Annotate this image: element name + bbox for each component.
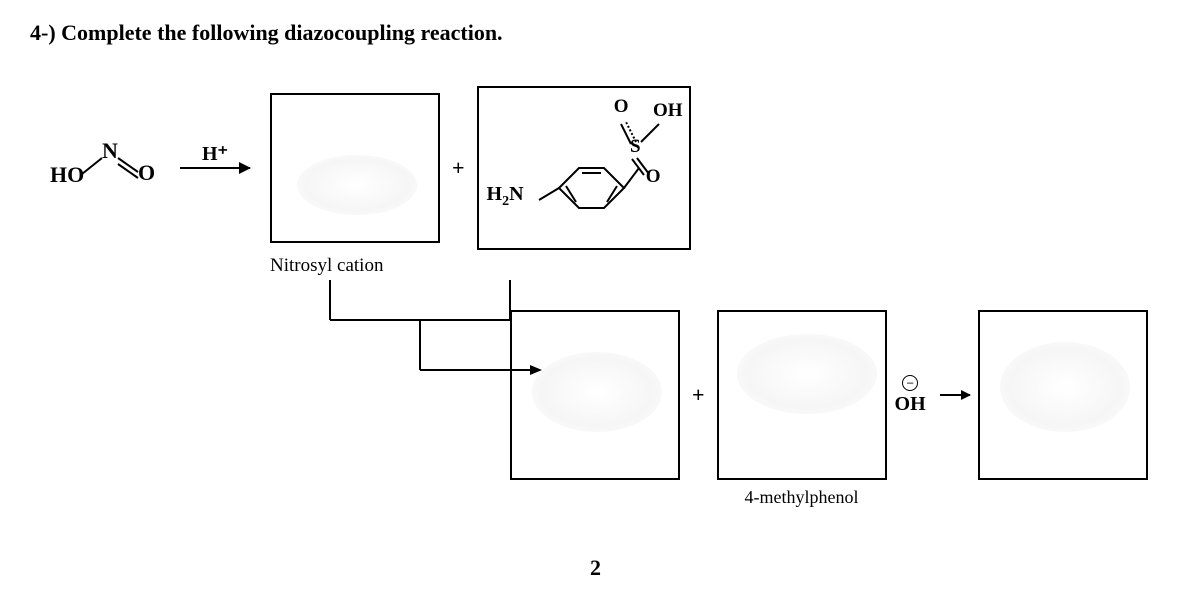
smudge-icon bbox=[737, 334, 877, 414]
oh-label: OH bbox=[895, 393, 926, 416]
page-number: 2 bbox=[590, 555, 601, 581]
sulfanilic-nh2: H2N bbox=[487, 183, 524, 210]
smudge-icon bbox=[532, 352, 662, 432]
methylphenol-label: 4-methylphenol bbox=[745, 487, 859, 508]
hydroxide-reagent: – OH bbox=[895, 375, 926, 416]
smudge-icon bbox=[1000, 342, 1130, 432]
question-prompt: 4-) Complete the following diazocoupling… bbox=[30, 20, 1170, 46]
reaction-row-2: + 4-methylphenol – OH bbox=[510, 310, 1148, 480]
reaction-row-1: HO N O H⁺ + H2N S O OH bbox=[50, 86, 1170, 250]
answer-box-methylphenol[interactable]: 4-methylphenol bbox=[717, 310, 887, 480]
base-arrow bbox=[940, 394, 970, 396]
hno2-n: N bbox=[102, 138, 118, 164]
minus-charge-icon: – bbox=[902, 375, 918, 391]
smudge-icon bbox=[297, 155, 417, 215]
answer-box-nitrosyl[interactable] bbox=[270, 93, 440, 243]
plus-sign-1: + bbox=[452, 155, 465, 181]
so3h-bonds bbox=[609, 106, 679, 186]
acid-arrow: H⁺ bbox=[180, 167, 250, 169]
hno2-o: O bbox=[138, 160, 155, 186]
nitrosyl-label: Nitrosyl cation bbox=[270, 255, 383, 277]
acid-label: H⁺ bbox=[202, 141, 228, 166]
plus-sign-2: + bbox=[692, 382, 705, 408]
nitrous-acid-structure: HO N O bbox=[50, 138, 170, 198]
sulfanilic-acid-box: H2N S O OH O bbox=[477, 86, 691, 250]
answer-box-product[interactable] bbox=[978, 310, 1148, 480]
answer-box-diazonium[interactable] bbox=[510, 310, 680, 480]
